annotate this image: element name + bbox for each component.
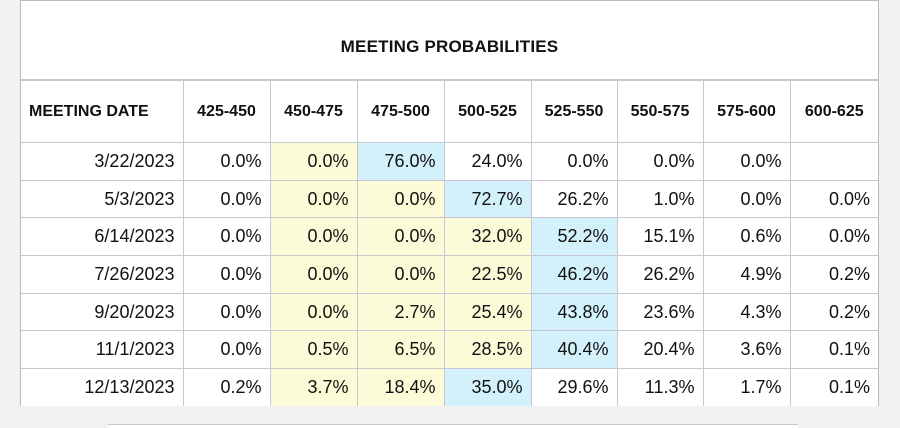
probability-cell: 3.7%: [269, 368, 358, 407]
column-header-rate-range: 425-450: [182, 80, 271, 143]
probability-cell: 0.1%: [789, 330, 878, 370]
meeting-date-cell: 5/3/2023: [21, 179, 184, 219]
probability-cell: 0.0%: [530, 142, 618, 181]
probability-cell: 26.2%: [616, 255, 704, 294]
probability-cell: 3.6%: [702, 330, 791, 370]
probability-cell: 22.5%: [443, 255, 532, 294]
table-title: MEETING PROBABILITIES: [21, 1, 878, 80]
probability-cell: 0.0%: [269, 142, 358, 181]
probability-cell: 15.1%: [616, 217, 704, 257]
table-body: 3/22/2023 0.0% 0.0% 76.0% 24.0% 0.0% 0.0% 0.0% 5…: [21, 142, 878, 407]
probability-cell: 0.0%: [182, 142, 271, 181]
meeting-date-cell: 6/14/2023: [21, 217, 184, 257]
table-row: 12/13/2023 0.2% 3.7% 18.4% 35.0% 29.6% 11.3% 1.…: [21, 368, 878, 407]
column-header-rate-range: 600-625: [789, 80, 878, 143]
table-row: 6/14/2023 0.0% 0.0% 0.0% 32.0% 52.2% 15.1% 0.6%…: [21, 217, 878, 257]
column-header-rate-range: 475-500: [356, 80, 445, 143]
probability-cell: 20.4%: [616, 330, 704, 370]
probability-cell: 0.5%: [269, 330, 358, 370]
table-row: 9/20/2023 0.0% 0.0% 2.7% 25.4% 43.8% 23.6% 4.3%…: [21, 292, 878, 332]
probability-cell: 0.1%: [789, 368, 878, 407]
probability-cell: 0.0%: [616, 142, 704, 181]
probability-cell: 0.0%: [182, 255, 271, 294]
meeting-date-cell: 3/22/2023: [21, 142, 184, 181]
probability-cell: 76.0%: [356, 142, 445, 181]
probability-cell: 26.2%: [530, 179, 618, 219]
probability-cell: 0.0%: [269, 217, 358, 257]
probability-cell: 1.0%: [616, 179, 704, 219]
probability-cell: 28.5%: [443, 330, 532, 370]
probability-cell: 24.0%: [443, 142, 532, 181]
probability-cell: 1.7%: [702, 368, 791, 407]
probability-cell: [789, 142, 878, 181]
column-header-rate-range: 525-550: [530, 80, 618, 143]
meeting-date-cell: 9/20/2023: [21, 292, 184, 332]
probability-cell: 6.5%: [356, 330, 445, 370]
column-header-rate-range: 450-475: [269, 80, 358, 143]
meeting-date-cell: 7/26/2023: [21, 255, 184, 294]
probability-cell: 0.0%: [356, 217, 445, 257]
column-header-meeting-date: MEETING DATE: [21, 80, 184, 143]
probability-cell: 0.0%: [356, 179, 445, 219]
probability-cell: 18.4%: [356, 368, 445, 407]
table-row: 3/22/2023 0.0% 0.0% 76.0% 24.0% 0.0% 0.0% 0.0%: [21, 142, 878, 181]
column-header-rate-range: 575-600: [702, 80, 791, 143]
meeting-date-cell: 11/1/2023: [21, 330, 184, 370]
probability-cell: 46.2%: [530, 255, 618, 294]
header-row: MEETING DATE 425-450 450-475 475-500 500…: [21, 80, 878, 143]
probability-cell: 0.0%: [702, 179, 791, 219]
probability-cell: 29.6%: [530, 368, 618, 407]
probability-cell: 0.0%: [182, 330, 271, 370]
probability-cell: 0.2%: [789, 292, 878, 332]
table-row: 7/26/2023 0.0% 0.0% 0.0% 22.5% 46.2% 26.2% 4.9%…: [21, 255, 878, 294]
probability-cell: 11.3%: [616, 368, 704, 407]
probability-cell: 25.4%: [443, 292, 532, 332]
column-header-rate-range: 550-575: [616, 80, 704, 143]
meeting-date-cell: 12/13/2023: [21, 368, 184, 407]
probability-cell: 0.0%: [356, 255, 445, 294]
probability-cell: 32.0%: [443, 217, 532, 257]
probability-cell: 40.4%: [530, 330, 618, 370]
probability-cell: 0.2%: [789, 255, 878, 294]
probability-cell: 2.7%: [356, 292, 445, 332]
probability-cell: 0.0%: [269, 292, 358, 332]
probability-cell: 0.0%: [269, 179, 358, 219]
probability-cell: 52.2%: [530, 217, 618, 257]
probability-cell: 0.2%: [182, 368, 271, 407]
probability-cell: 0.6%: [702, 217, 791, 257]
probability-cell: 0.0%: [789, 217, 878, 257]
table-row: 5/3/2023 0.0% 0.0% 0.0% 72.7% 26.2% 1.0% 0.0% 0.…: [21, 179, 878, 219]
probability-table: MEETING DATE 425-450 450-475 475-500 500…: [21, 80, 878, 407]
probability-cell: 0.0%: [182, 217, 271, 257]
probability-table-card: MEETING PROBABILITIES MEETING DATE 425-4…: [20, 0, 879, 407]
probability-cell: 35.0%: [443, 368, 532, 407]
table-row: 11/1/2023 0.0% 0.5% 6.5% 28.5% 40.4% 20.4% 3.6%…: [21, 330, 878, 370]
probability-cell: 72.7%: [443, 179, 532, 219]
probability-cell: 0.0%: [269, 255, 358, 294]
probability-cell: 0.0%: [702, 142, 791, 181]
column-header-rate-range: 500-525: [443, 80, 532, 143]
probability-cell: 0.0%: [789, 179, 878, 219]
next-panel-edge: [108, 424, 798, 428]
probability-cell: 0.0%: [182, 292, 271, 332]
probability-cell: 43.8%: [530, 292, 618, 332]
probability-cell: 0.0%: [182, 179, 271, 219]
probability-cell: 4.3%: [702, 292, 791, 332]
probability-cell: 4.9%: [702, 255, 791, 294]
probability-cell: 23.6%: [616, 292, 704, 332]
